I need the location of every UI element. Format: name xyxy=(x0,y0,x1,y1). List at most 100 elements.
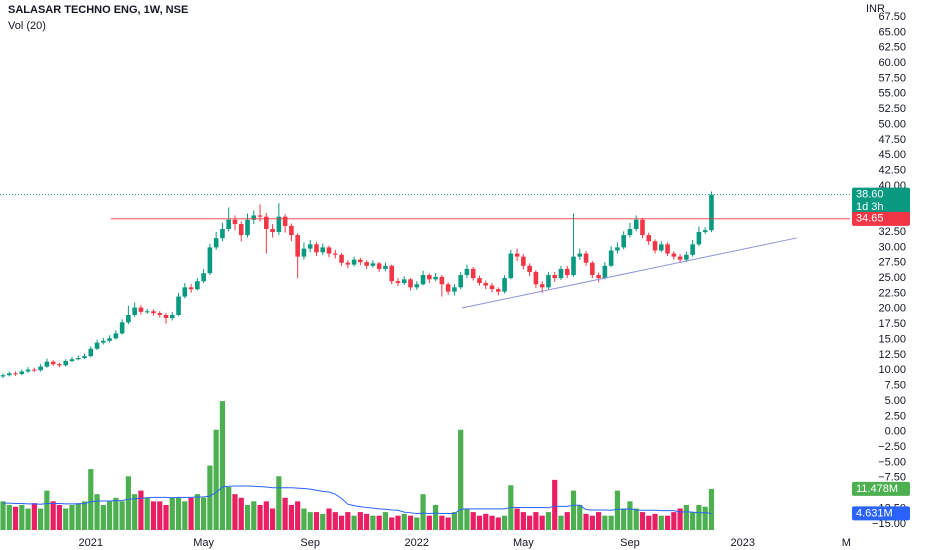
volume-bar xyxy=(313,512,320,530)
y-tick-label: −5.00 xyxy=(878,456,906,468)
volume-bar xyxy=(207,465,213,530)
volume-bar xyxy=(501,515,508,530)
volume-bar xyxy=(608,515,614,530)
volume-bar xyxy=(470,512,476,530)
volume-bar xyxy=(307,512,313,530)
volume-bar xyxy=(583,513,589,530)
volume-bar xyxy=(132,494,138,530)
volume-bar xyxy=(88,469,94,530)
volume-bar xyxy=(244,504,251,530)
candle-body xyxy=(709,194,714,231)
volume-bar xyxy=(658,515,664,530)
candle-body xyxy=(0,375,6,377)
candle-body xyxy=(627,228,633,236)
candle-body xyxy=(376,263,382,269)
volume-ma-tag-text: 4.631M xyxy=(856,507,893,519)
candle-body xyxy=(502,278,507,292)
y-tick-label: 60.00 xyxy=(878,57,906,69)
volume-bar xyxy=(621,508,627,530)
volume-bar xyxy=(401,513,407,530)
candle-body xyxy=(151,311,156,314)
volume-bar xyxy=(595,512,602,530)
y-tick-label: 20.00 xyxy=(878,303,906,315)
candle-body xyxy=(232,219,238,225)
volume-bar xyxy=(539,515,545,530)
y-tick-label: −7.50 xyxy=(878,472,906,484)
volume-tag-text: 11.478M xyxy=(856,483,898,495)
candle-body xyxy=(188,287,194,290)
candle-body xyxy=(13,373,18,375)
volume-bar xyxy=(338,515,345,530)
candle-body xyxy=(364,262,369,266)
last-price-tag-text: 38.60 xyxy=(856,188,884,200)
candle-body xyxy=(101,340,106,343)
y-tick-label: 5.00 xyxy=(885,395,906,407)
y-tick-label: −15.00 xyxy=(872,518,906,530)
volume-bar xyxy=(113,497,119,530)
candle-body xyxy=(220,228,225,239)
volume-bar xyxy=(81,501,88,530)
y-tick-label: 32.50 xyxy=(878,226,906,238)
volume-bar xyxy=(558,515,564,530)
candle-body xyxy=(50,361,56,365)
level-tag-box xyxy=(852,211,910,226)
volume-bar xyxy=(702,506,708,530)
candle-body xyxy=(251,215,257,220)
y-tick-label: 17.50 xyxy=(878,318,906,330)
candle-body xyxy=(677,256,683,260)
candle-body xyxy=(332,253,338,255)
last-price-tag-box xyxy=(852,187,910,215)
candle-body xyxy=(307,244,313,249)
x-tick-label: Sep xyxy=(620,537,640,549)
candle-body xyxy=(163,314,169,319)
volume-bar xyxy=(301,508,307,530)
candle-body xyxy=(126,314,131,323)
volume-bar xyxy=(69,504,75,530)
candle-body xyxy=(107,338,112,341)
candle-body xyxy=(138,307,144,312)
candle-body xyxy=(608,250,614,266)
volume-ma-tag-box xyxy=(852,506,910,521)
volume-bar xyxy=(395,515,401,530)
y-tick-label: 30.00 xyxy=(878,241,906,253)
y-tick-label: 15.00 xyxy=(878,333,906,345)
x-tick-label: Sep xyxy=(300,537,320,549)
candle-body xyxy=(646,235,652,242)
candle-body xyxy=(132,307,137,315)
candle-body xyxy=(452,287,457,292)
volume-bar xyxy=(119,501,125,530)
candle-body xyxy=(458,275,463,288)
last-price-tag-text: 1d 3h xyxy=(856,201,884,213)
volume-bar xyxy=(451,512,458,530)
volume-bar xyxy=(332,512,338,530)
candle-body xyxy=(615,247,620,251)
volume-ma-line xyxy=(3,485,712,515)
candle-body xyxy=(464,268,470,276)
volume-bar xyxy=(251,501,257,530)
volume-bar xyxy=(295,501,301,530)
volume-bar xyxy=(646,515,652,530)
volume-bar xyxy=(552,479,558,530)
volume-bar xyxy=(0,501,6,530)
y-tick-label: 27.50 xyxy=(878,257,906,269)
volume-bar xyxy=(188,497,194,530)
candle-body xyxy=(508,253,514,279)
volume-bar xyxy=(420,494,426,530)
candle-body xyxy=(514,253,520,257)
candle-body xyxy=(370,263,376,266)
candle-body xyxy=(38,366,43,371)
candle-body xyxy=(301,248,307,257)
volume-bar xyxy=(56,504,63,530)
volume-bar xyxy=(257,504,263,530)
volume-bar xyxy=(683,504,689,530)
volume-bar xyxy=(545,512,552,530)
volume-bar xyxy=(564,512,570,530)
volume-bar xyxy=(533,512,539,530)
volume-bar xyxy=(671,512,677,530)
candle-body xyxy=(226,219,232,229)
candle-body xyxy=(157,313,163,315)
y-tick-label: 7.50 xyxy=(885,380,906,392)
candle-body xyxy=(314,244,319,253)
candle-body xyxy=(320,247,326,253)
